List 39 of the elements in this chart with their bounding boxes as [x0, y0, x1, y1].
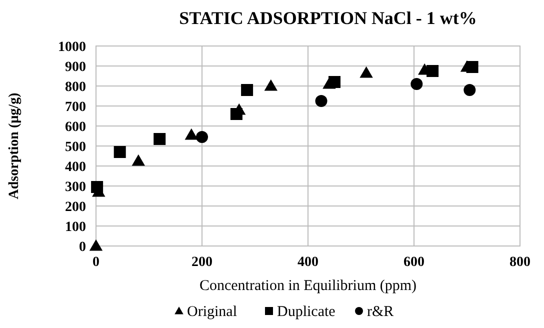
point — [426, 65, 439, 77]
y-tick-label: 900 — [65, 60, 86, 75]
point — [154, 133, 166, 145]
y-tick-label: 500 — [65, 140, 86, 155]
x-tick-label: 0 — [92, 255, 100, 270]
x-axis-title: Concentration in Equilibrium (ppm) — [199, 278, 417, 294]
y-tick-label: 600 — [65, 120, 86, 135]
y-tick-label: 400 — [65, 160, 86, 175]
x-tick-label: 200 — [192, 255, 212, 270]
point — [184, 128, 198, 140]
point — [410, 78, 423, 90]
point — [114, 146, 126, 158]
point — [264, 79, 278, 91]
point — [91, 181, 104, 193]
legend-label: r&R — [367, 304, 394, 320]
x-tick-label: 400 — [298, 255, 318, 270]
point — [360, 66, 373, 78]
y-tick-label: 800 — [65, 80, 86, 95]
legend-label: Duplicate — [277, 304, 336, 320]
y-axis-title: Adsorption (µg/g) — [7, 92, 22, 200]
x-tick-label: 600 — [404, 255, 424, 270]
y-tick-label: 100 — [65, 220, 86, 235]
y-tick-label: 0 — [79, 240, 86, 255]
chart-title: STATIC ADSORPTION NaCl - 1 wt% — [179, 8, 477, 28]
x-tick-label: 800 — [510, 255, 530, 270]
y-tick-label: 1000 — [58, 40, 86, 55]
point — [89, 239, 103, 251]
point — [196, 131, 208, 143]
point — [315, 95, 328, 107]
point — [230, 108, 242, 120]
point — [241, 84, 254, 96]
y-tick-label: 300 — [65, 180, 86, 195]
point — [328, 76, 340, 88]
y-tick-label: 700 — [65, 100, 86, 115]
point — [464, 84, 476, 96]
point — [132, 154, 145, 166]
legend-label: Original — [187, 304, 237, 320]
y-tick-label: 200 — [65, 200, 86, 215]
point — [466, 61, 478, 73]
